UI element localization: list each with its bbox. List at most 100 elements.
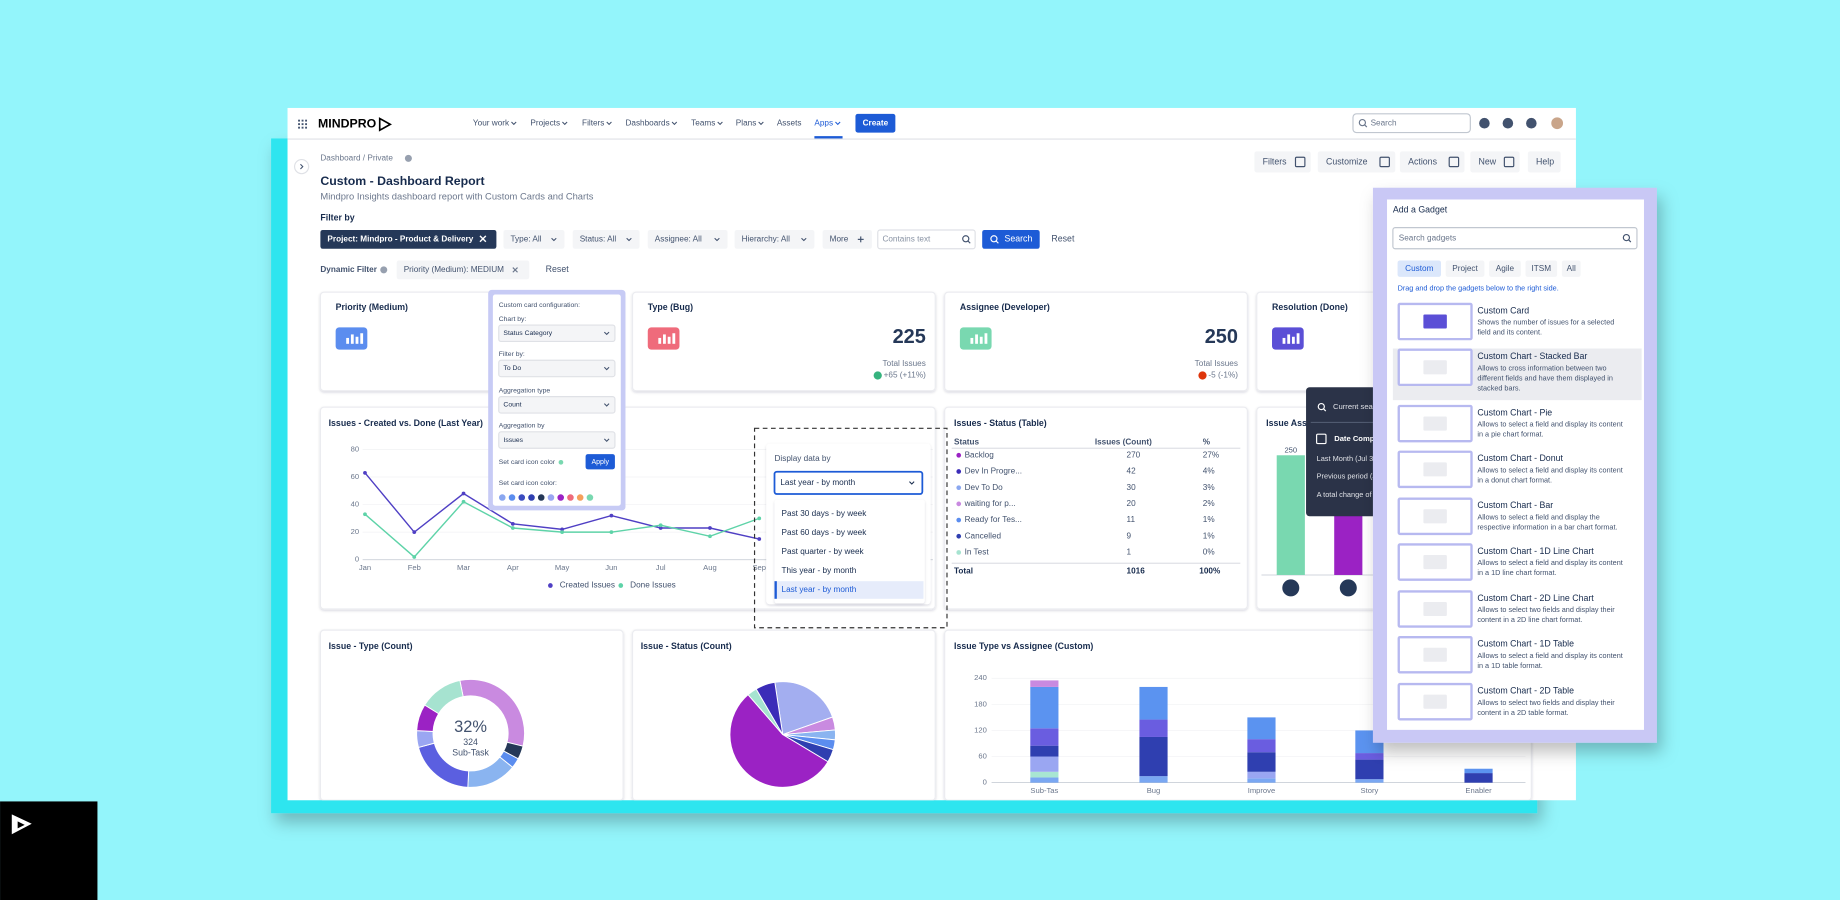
dropdown-option[interactable]: Past 60 days - by week — [782, 528, 868, 537]
table-title: Issues - Status (Table) — [954, 418, 1047, 428]
filter-chip[interactable] — [572, 229, 640, 249]
color-swatch[interactable] — [518, 494, 526, 501]
y-tick-label: 20 — [351, 527, 359, 536]
gadget-name[interactable]: Custom Chart - 1D Table — [1477, 639, 1574, 649]
filter-chip[interactable] — [647, 229, 728, 249]
color-swatch[interactable] — [528, 494, 535, 501]
dropdown-option[interactable]: Past 30 days - by week — [782, 509, 868, 518]
filter-chip[interactable] — [822, 229, 872, 249]
line-point — [658, 523, 663, 528]
create-button[interactable] — [855, 113, 896, 133]
nav-item[interactable]: Dashboards — [625, 118, 669, 127]
gadget-description: in a 1D table format. — [1477, 661, 1542, 670]
gadget-search[interactable] — [1392, 227, 1638, 250]
user-avatar[interactable] — [1551, 117, 1564, 130]
gadget-tab[interactable] — [1525, 260, 1558, 277]
chevron-icon — [717, 121, 723, 126]
search-box[interactable] — [1352, 113, 1471, 134]
gadget-tab[interactable] — [1397, 260, 1441, 277]
filter-chip[interactable] — [503, 229, 565, 249]
dropdown-option[interactable]: This year - by month — [782, 566, 857, 575]
text-filter-input[interactable] — [877, 229, 976, 250]
x-tick-label: Jun — [605, 563, 617, 572]
gadget-name[interactable]: Custom Chart - 2D Table — [1477, 685, 1574, 695]
card-icon-glyph — [663, 334, 666, 344]
color-swatch[interactable] — [498, 494, 506, 501]
thumbnail-glyph — [1423, 647, 1447, 662]
action-icon — [1294, 156, 1306, 168]
line-point — [510, 526, 515, 530]
bar-segment — [1355, 759, 1384, 780]
filter-chip-label: Assignee: All — [655, 235, 702, 244]
breadcrumb: Dashboard / Private — [320, 154, 393, 163]
gadget-tab[interactable] — [1489, 260, 1521, 277]
color-swatch[interactable] — [557, 494, 564, 501]
action-button[interactable] — [1527, 151, 1561, 173]
table-cell: 270 — [1127, 450, 1141, 459]
line-point — [363, 512, 367, 517]
card-icon-glyph — [672, 333, 676, 344]
action-button[interactable] — [1399, 151, 1465, 173]
bar-segment — [1030, 745, 1059, 757]
nav-item[interactable]: Your work — [473, 118, 510, 127]
nav-icon[interactable] — [1526, 117, 1537, 129]
select-box[interactable] — [498, 359, 616, 378]
table-cell: In Test — [965, 548, 990, 557]
nav-item[interactable]: Apps — [814, 118, 833, 127]
filter-chip[interactable] — [320, 229, 497, 249]
color-swatch[interactable] — [567, 494, 574, 501]
action-icon — [1448, 156, 1460, 168]
card-icon-glyph — [667, 336, 671, 344]
select-box[interactable] — [498, 431, 616, 449]
sidebar-toggle[interactable] — [293, 158, 310, 175]
gadget-name[interactable]: Custom Chart - Stacked Bar — [1477, 351, 1587, 361]
color-swatch[interactable] — [508, 494, 516, 501]
bar-segment — [1464, 773, 1493, 783]
nav-item[interactable]: Assets — [777, 118, 802, 127]
color-swatch[interactable] — [576, 494, 584, 501]
dropdown-option[interactable]: Last year - by month — [782, 585, 857, 594]
chevron-icon — [909, 481, 915, 485]
color-swatch[interactable] — [547, 494, 555, 501]
search-icon — [990, 235, 998, 243]
nav-icon[interactable] — [1479, 117, 1490, 129]
nav-icon[interactable] — [1502, 117, 1514, 129]
nav-item[interactable]: Teams — [691, 118, 715, 127]
reset-link[interactable]: Reset — [546, 264, 570, 274]
gadget-name[interactable]: Custom Chart - Pie — [1477, 407, 1552, 417]
nav-item[interactable]: Filters — [582, 118, 604, 127]
color-swatch[interactable] — [537, 494, 545, 501]
apply-button[interactable] — [585, 454, 615, 470]
gadget-name[interactable]: Custom Chart - 2D Line Chart — [1477, 593, 1594, 603]
y-tick-label: 240 — [974, 673, 987, 682]
gadget-tab[interactable] — [1445, 260, 1485, 277]
select-box[interactable] — [773, 470, 924, 495]
dropdown-option[interactable]: Past quarter - by week — [782, 547, 865, 556]
nav-item[interactable]: Projects — [530, 118, 560, 127]
select-box[interactable] — [498, 396, 616, 414]
dynamic-filter-chip[interactable] — [396, 260, 530, 280]
y-tick-label: 0 — [355, 555, 359, 564]
select-box[interactable] — [498, 324, 616, 343]
action-button[interactable] — [1317, 151, 1396, 173]
search-button[interactable] — [982, 229, 1040, 249]
table-cell: 2% — [1203, 499, 1215, 508]
chevron-icon — [626, 237, 632, 242]
table-cell: 30 — [1127, 483, 1137, 492]
gadget-description: in a pie chart format. — [1477, 430, 1543, 439]
x-tick-label: Sub-Tas — [1030, 786, 1058, 795]
filter-chip[interactable] — [734, 229, 815, 249]
card-icon-glyph — [1287, 334, 1291, 344]
nav-item[interactable]: Plans — [736, 118, 757, 127]
chevron-icon — [603, 438, 610, 442]
gadget-name[interactable]: Custom Chart - 1D Line Chart — [1477, 546, 1594, 556]
y-tick-label: 180 — [974, 699, 987, 708]
gadget-name[interactable]: Custom Card — [1477, 305, 1529, 315]
reset-link[interactable]: Reset — [1051, 234, 1075, 244]
gadget-tab[interactable] — [1561, 260, 1581, 277]
logo-text: MINDPRO — [318, 117, 377, 131]
gadget-name[interactable]: Custom Chart - Bar — [1477, 500, 1553, 510]
color-swatch[interactable] — [586, 494, 594, 501]
popup-title: Custom card configuration: — [499, 302, 580, 309]
gadget-name[interactable]: Custom Chart - Donut — [1477, 453, 1563, 463]
